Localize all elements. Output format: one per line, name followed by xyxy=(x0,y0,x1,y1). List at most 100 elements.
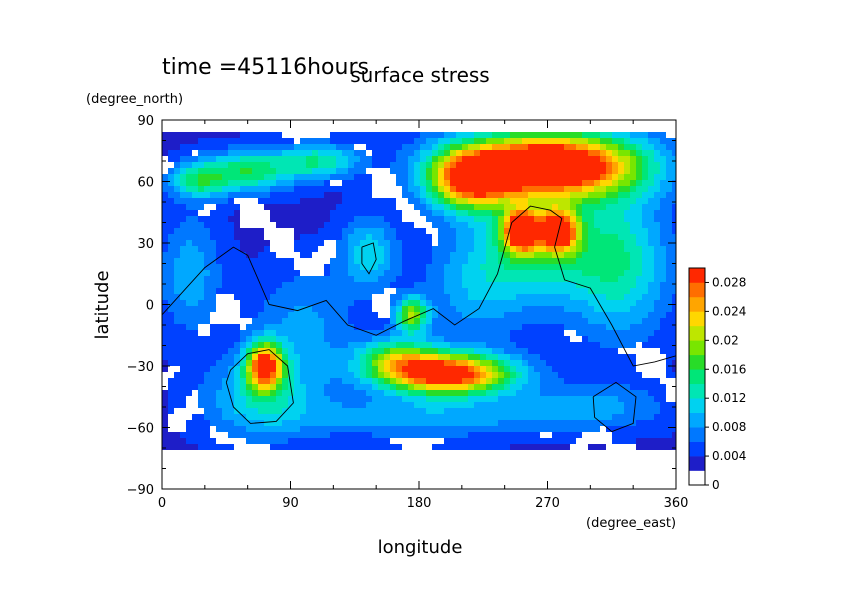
field-cell xyxy=(216,264,223,271)
field-cell xyxy=(396,486,403,489)
field-cell xyxy=(606,336,613,343)
field-cell xyxy=(582,360,589,367)
field-cell xyxy=(258,480,265,487)
field-cell xyxy=(480,294,487,301)
field-cell xyxy=(600,312,607,319)
field-cell xyxy=(270,342,277,349)
field-cell xyxy=(264,276,271,283)
field-cell xyxy=(456,300,463,307)
field-cell xyxy=(366,198,373,205)
field-cell xyxy=(282,228,289,235)
field-cell xyxy=(372,210,379,217)
field-cell xyxy=(426,408,433,415)
field-cell xyxy=(216,450,223,457)
field-cell xyxy=(234,270,241,277)
field-cell xyxy=(462,474,469,481)
field-cell xyxy=(264,336,271,343)
field-cell xyxy=(546,120,553,127)
field-cell xyxy=(426,468,433,475)
field-cell xyxy=(618,456,625,463)
field-cell xyxy=(168,132,175,139)
field-cell xyxy=(360,198,367,205)
field-cell xyxy=(546,408,553,415)
field-cell xyxy=(504,414,511,421)
field-cell xyxy=(426,486,433,489)
field-cell xyxy=(204,384,211,391)
field-cell xyxy=(198,276,205,283)
field-cell xyxy=(300,264,307,271)
field-cell xyxy=(318,468,325,475)
field-cell xyxy=(234,372,241,379)
field-cell xyxy=(444,288,451,295)
field-cell xyxy=(306,144,313,151)
field-cell xyxy=(486,342,493,349)
field-cell xyxy=(486,144,493,151)
field-cell xyxy=(210,138,217,145)
field-cell xyxy=(552,216,559,223)
field-cell xyxy=(456,330,463,337)
field-cell xyxy=(198,318,205,325)
field-cell xyxy=(312,129,319,133)
field-cell xyxy=(480,252,487,259)
field-cell xyxy=(576,450,583,457)
field-cell xyxy=(630,294,637,301)
field-cell xyxy=(186,444,193,451)
field-cell xyxy=(564,186,571,193)
field-cell xyxy=(468,129,475,133)
field-cell xyxy=(288,456,295,463)
field-cell xyxy=(288,168,295,175)
field-cell xyxy=(444,408,451,415)
field-cell xyxy=(480,144,487,151)
field-cell xyxy=(492,252,499,259)
field-cell xyxy=(270,384,277,391)
field-cell xyxy=(486,390,493,397)
field-cell xyxy=(468,174,475,181)
field-cell xyxy=(636,228,643,235)
field-cell xyxy=(414,432,421,439)
field-cell xyxy=(540,480,547,487)
field-cell xyxy=(510,432,517,439)
field-cell xyxy=(306,150,313,157)
field-cell xyxy=(618,390,625,397)
field-cell xyxy=(558,372,565,379)
field-cell xyxy=(606,270,613,277)
field-cell xyxy=(510,480,517,487)
field-cell xyxy=(312,468,319,475)
field-cell xyxy=(162,462,169,469)
field-cell xyxy=(180,156,187,163)
field-cell xyxy=(198,462,205,469)
field-cell xyxy=(450,174,457,181)
field-cell xyxy=(294,360,301,367)
field-cell xyxy=(228,348,235,355)
field-cell xyxy=(612,162,619,169)
field-cell xyxy=(420,366,427,373)
field-cell xyxy=(372,330,379,337)
field-cell xyxy=(276,270,283,277)
field-cell xyxy=(468,336,475,343)
field-cell xyxy=(336,480,343,487)
field-cell xyxy=(498,360,505,367)
field-cell xyxy=(462,192,469,199)
field-cell xyxy=(594,348,601,355)
field-cell xyxy=(522,270,529,277)
field-cell xyxy=(588,480,595,487)
field-cell xyxy=(306,408,313,415)
field-cell xyxy=(426,342,433,349)
field-cell xyxy=(450,294,457,301)
field-cell xyxy=(348,330,355,337)
field-cell xyxy=(378,198,385,205)
field-cell xyxy=(402,378,409,385)
field-cell xyxy=(240,366,247,373)
field-cell xyxy=(336,132,343,139)
field-cell xyxy=(396,462,403,469)
field-cell xyxy=(438,252,445,259)
field-cell xyxy=(240,246,247,253)
field-cell xyxy=(312,258,319,265)
field-cell xyxy=(354,402,361,409)
field-cell xyxy=(228,354,235,361)
field-cell xyxy=(582,234,589,241)
field-cell xyxy=(540,258,547,265)
field-cell xyxy=(582,390,589,397)
field-cell xyxy=(198,390,205,397)
field-cell xyxy=(636,336,643,343)
